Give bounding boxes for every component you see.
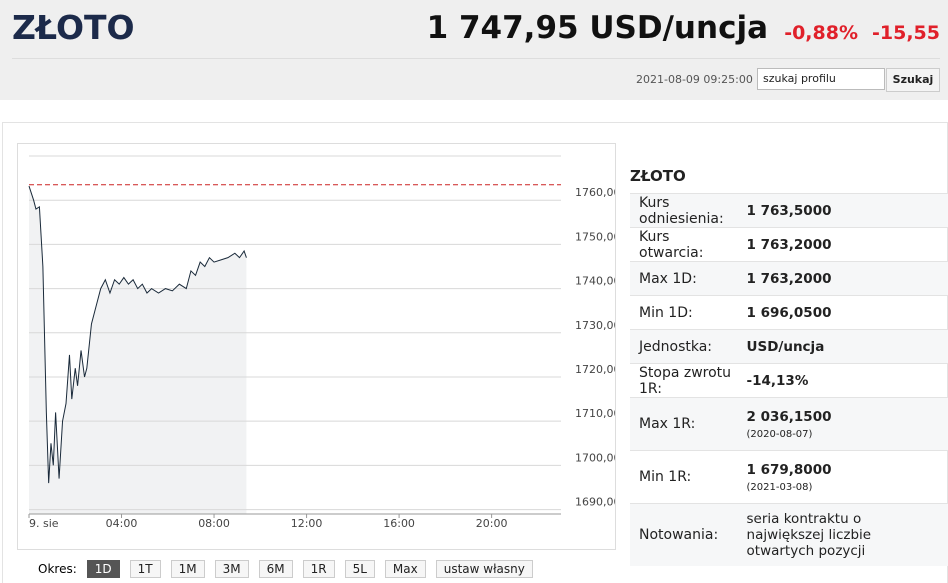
row-label-text: Max 1D: xyxy=(639,270,697,287)
table-row: Min 1D: 1 696,0500 xyxy=(630,295,948,330)
y-tick-label: 1730,00 xyxy=(575,319,615,332)
row-note: (2020-08-07) xyxy=(746,428,813,440)
table-row: Jednostka: USD/uncja xyxy=(630,329,948,364)
row-label: Jednostka: xyxy=(630,329,747,364)
table-row: Max 1D: 1 763,2000 xyxy=(630,261,948,296)
row-label-text: Stopa zwrotu 1R: xyxy=(639,364,732,397)
row-label: Kurs otwarcia: xyxy=(630,227,747,262)
row-label: Min 1D: xyxy=(630,295,747,330)
y-tick-label: 1690,00 xyxy=(575,496,615,509)
x-tick-label: 04:00 xyxy=(106,517,138,530)
period-button[interactable]: ustaw własny xyxy=(435,560,533,578)
area xyxy=(29,186,247,514)
row-value: 1 763,2000 xyxy=(746,227,948,262)
row-value: USD/uncja xyxy=(746,329,948,364)
change-abs: -15,55 xyxy=(872,22,940,44)
search-input[interactable]: szukaj profilu xyxy=(757,68,885,90)
x-tick-label: 9. sie xyxy=(29,517,59,530)
period-button[interactable]: 1T xyxy=(129,560,161,578)
y-tick-label: 1760,00 xyxy=(575,186,615,199)
row-label: Max 1R: xyxy=(630,397,747,451)
timestamp: 2021-08-09 09:25:00 xyxy=(636,73,753,86)
header: ZŁOTO 1 747,95 USD/uncja -0,88% -15,55 2… xyxy=(0,0,948,100)
row-label: Max 1D: xyxy=(630,261,747,296)
x-tick-label: 12:00 xyxy=(291,517,323,530)
row-label-text: Kurs odniesienia: xyxy=(639,194,724,227)
row-value-text: 1 696,0500 xyxy=(746,304,832,321)
row-value: 2 036,1500 (2020-08-07) xyxy=(746,397,948,451)
row-value-text: -14,13% xyxy=(746,372,809,389)
x-tick-label: 20:00 xyxy=(476,517,508,530)
y-tick-label: 1700,00 xyxy=(575,451,615,464)
table-row: Kurs otwarcia: 1 763,2000 xyxy=(630,227,948,262)
table-row: Stopa zwrotu 1R: -14,13% xyxy=(630,363,948,398)
row-label-text: Max 1R: xyxy=(639,416,696,432)
period-button[interactable]: 5L xyxy=(344,560,375,578)
period-button[interactable]: 1M xyxy=(170,560,205,578)
table-row: Notowania: seria kontraktu o największej … xyxy=(630,503,948,566)
row-label: Notowania: xyxy=(630,503,747,566)
period-button[interactable]: 6M xyxy=(258,560,293,578)
chart-box: 1690,00 1700,00 1710,00 1720,00 1730,00 1740,… xyxy=(17,143,621,550)
row-value: 1 763,2000 xyxy=(746,261,948,296)
row-value-text: 2 036,1500 xyxy=(746,408,832,425)
row-label-text: Min 1D: xyxy=(639,304,693,321)
row-label-text: Min 1R: xyxy=(639,469,692,485)
period-button[interactable]: 1D xyxy=(86,560,120,578)
price: 1 747,95 USD/uncja xyxy=(426,10,768,46)
table-row: Kurs odniesienia: 1 763,5000 xyxy=(630,193,948,228)
row-value-text: USD/uncja xyxy=(746,338,825,355)
row-value-text: 1 763,2000 xyxy=(746,236,832,253)
chart: 1690,00 1700,00 1710,00 1720,00 1730,00 1740,… xyxy=(28,155,621,530)
periods: Okres: 1D 1T 1M 3M 6M 1R 5L Max ustaw własny xyxy=(38,560,533,578)
table-row: Max 1R: 2 036,1500 (2020-08-07) xyxy=(630,397,948,451)
y-tick-label: 1750,00 xyxy=(575,230,615,243)
search-button[interactable]: Szukaj xyxy=(886,68,940,92)
row-label-text: Jednostka: xyxy=(639,338,713,355)
row-label-text: Kurs otwarcia: xyxy=(639,228,704,261)
row-value: -14,13% xyxy=(746,363,948,398)
row-note: (2021-03-08) xyxy=(746,481,813,493)
table-title: ZŁOTO xyxy=(630,167,686,185)
y-tick-label: 1720,00 xyxy=(575,363,615,376)
period-button[interactable]: 1R xyxy=(302,560,335,578)
x-tick-label: 16:00 xyxy=(383,517,415,530)
row-value: 1 696,0500 xyxy=(746,295,948,330)
info-table: Kurs odniesienia: 1 763,5000 Kurs otwarcia… xyxy=(630,193,948,566)
row-value-text: seria kontraktu o największej liczbie ot… xyxy=(746,511,872,559)
y-tick-label: 1740,00 xyxy=(575,275,615,288)
row-label: Kurs odniesienia: xyxy=(630,193,747,228)
y-tick-label: 1710,00 xyxy=(575,407,615,420)
row-label: Stopa zwrotu 1R: xyxy=(630,363,747,398)
row-value-text: 1 679,8000 xyxy=(746,461,832,478)
change-pct: -0,88% xyxy=(784,22,858,44)
periods-label: Okres: xyxy=(38,562,77,576)
row-value: 1 763,5000 xyxy=(746,193,948,228)
row-value-text: 1 763,2000 xyxy=(746,270,832,287)
row-value-text: 1 763,5000 xyxy=(746,202,832,219)
separator xyxy=(12,58,940,59)
price-line xyxy=(28,185,247,484)
period-button[interactable]: 3M xyxy=(214,560,249,578)
row-value: 1 679,8000 (2021-03-08) xyxy=(746,450,948,504)
table-row: Min 1R: 1 679,8000 (2021-03-08) xyxy=(630,450,948,504)
title: ZŁOTO xyxy=(12,8,135,47)
row-label: Min 1R: xyxy=(630,450,747,504)
row-value: seria kontraktu o największej liczbie ot… xyxy=(746,503,948,566)
row-label-text: Notowania: xyxy=(639,527,719,543)
x-tick-label: 08:00 xyxy=(198,517,230,530)
period-button[interactable]: Max xyxy=(384,560,426,578)
